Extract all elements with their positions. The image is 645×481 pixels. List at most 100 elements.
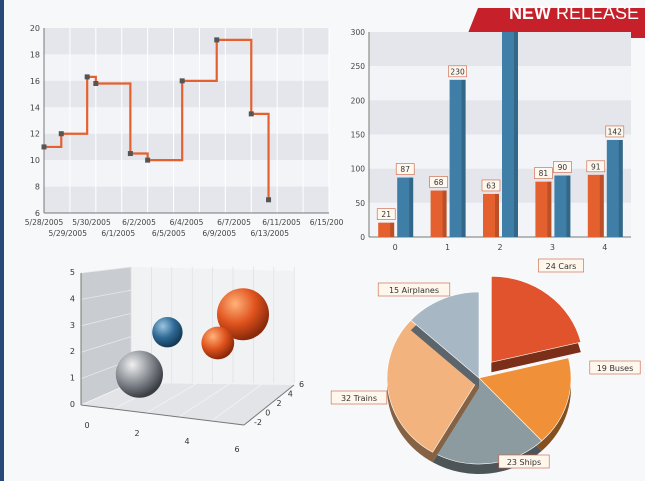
new-release-banner — [466, 8, 645, 38]
step-line-chart: 20 18 16 14 12 10 8 65/28/2005 5/30/2005 6/2/2005… — [25, 24, 344, 238]
data-label: 90 — [558, 163, 568, 172]
slice-label-bg — [377, 282, 451, 297]
data-label-bg — [605, 125, 625, 138]
data-label-box: 87 — [395, 163, 415, 175]
z-tick-label: -2 — [254, 418, 262, 427]
y-tick-label: 5 — [70, 268, 75, 277]
pie-slice — [432, 377, 543, 465]
y-tick-label: 8 — [35, 183, 40, 192]
z-tick-label: 4 — [288, 390, 293, 399]
banner-word-release: RELEASE — [555, 3, 639, 23]
data-label-bg — [395, 163, 415, 175]
y-tick-label: 1 — [70, 374, 75, 383]
data-label-box: 21 — [376, 208, 396, 220]
bar — [502, 32, 518, 237]
bar — [587, 174, 604, 237]
data-label-box: 63 — [481, 179, 501, 192]
pie-slice — [386, 319, 480, 453]
slice-label-box: 24 Cars — [538, 258, 584, 273]
y-tick-label: 0 — [360, 233, 365, 242]
bar-shade — [618, 139, 623, 237]
x-tick-label: 2 — [497, 243, 502, 252]
pie-slice — [491, 275, 582, 363]
wall-gridline — [80, 336, 132, 353]
z-axis — [243, 384, 295, 426]
bubble — [201, 326, 235, 360]
bubble — [115, 350, 163, 398]
pie-slice — [410, 291, 480, 379]
floor-gridline — [211, 384, 262, 422]
bar-shade — [547, 181, 552, 237]
slice-label-bg — [330, 390, 388, 405]
y-tick-label: 4 — [70, 294, 75, 303]
floor-gridline — [178, 383, 229, 418]
plot-band — [369, 100, 631, 135]
y-tick-label: 12 — [30, 130, 40, 139]
data-label-box: 90 — [553, 161, 572, 173]
x-tick-label: 4 — [184, 437, 189, 446]
data-label-box: 91 — [586, 160, 606, 173]
data-point — [127, 151, 133, 157]
y-tick-label: 3 — [70, 321, 75, 330]
data-label-bg — [376, 208, 396, 220]
y-tick-label: 100 — [351, 165, 366, 174]
slice-label-bg — [498, 454, 550, 469]
x-tick-label: 6/1/2005 — [101, 229, 135, 238]
bar-shade — [461, 79, 466, 237]
data-label-bg — [586, 160, 606, 173]
z-tick-label: 2 — [277, 399, 282, 408]
x-tick-label: 6/5/2005 — [152, 229, 186, 238]
plot-band — [44, 186, 329, 213]
plot-band — [44, 160, 329, 187]
data-point — [93, 81, 99, 86]
series-line — [44, 38, 270, 200]
data-label-box: 68 — [429, 176, 448, 188]
bar-shade — [409, 177, 414, 237]
slice-label-bg — [589, 360, 641, 375]
slice-label-box: 23 Ships — [498, 454, 550, 469]
data-label-bg — [448, 65, 467, 78]
x-tick-label: 5/30/2005 — [72, 218, 111, 227]
bubble — [217, 288, 269, 341]
bubble — [152, 317, 183, 348]
y-tick-label: 6 — [35, 209, 40, 218]
bar-shade — [514, 32, 518, 237]
data-label-bg — [534, 167, 553, 179]
bar-chart: 300 250 200 150 100 50 0 0 21 87 1 68 230 2 63 3 81 90 4 91… — [351, 28, 631, 252]
z-tick-label: 0 — [265, 409, 270, 418]
y-tick-label: 2 — [70, 347, 75, 356]
wall-gridline — [80, 266, 132, 274]
data-label: 68 — [434, 178, 444, 187]
slice-label-box: 19 Buses — [589, 360, 641, 375]
bar — [397, 177, 414, 237]
y-tick-label: 250 — [351, 62, 366, 71]
x-tick-label: 5/29/2005 — [49, 229, 88, 238]
x-tick-label: 6/2/2005 — [122, 218, 156, 227]
bar — [483, 193, 499, 237]
bar — [430, 190, 447, 237]
floor-gridline — [146, 383, 197, 414]
bar-shade — [390, 222, 395, 237]
y-tick-label: 0 — [70, 400, 75, 409]
slice-label-box: 15 Airplanes — [377, 282, 451, 297]
x-tick-label: 6/7/2005 — [217, 218, 251, 227]
x-tick-label: 1 — [445, 243, 450, 252]
slice-label: 23 Ships — [507, 458, 541, 467]
y-tick-label: 14 — [30, 103, 40, 112]
wall-gridline — [80, 289, 132, 300]
data-label: 63 — [486, 181, 496, 190]
data-point — [179, 78, 185, 84]
plot-band — [44, 28, 329, 55]
slice-label: 15 Airplanes — [389, 286, 439, 295]
bar — [535, 181, 552, 237]
bar-shade — [442, 190, 447, 237]
x-axis — [80, 404, 245, 426]
data-point — [41, 144, 47, 150]
data-label-box: 81 — [534, 167, 553, 179]
data-point — [145, 157, 151, 163]
bar — [606, 139, 623, 237]
plot-band — [369, 32, 631, 67]
bar-shade — [566, 175, 571, 237]
x-tick-label: 5/28/2005 — [25, 218, 64, 227]
